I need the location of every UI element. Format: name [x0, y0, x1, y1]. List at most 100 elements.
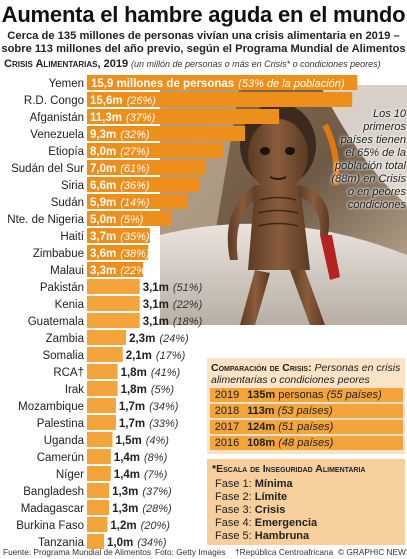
comparison-value: 108m: [247, 437, 276, 449]
bar-value-label: 1,7m: [119, 401, 145, 413]
bar-value-label: 8,0m: [90, 146, 116, 158]
comparison-year: 2017: [214, 421, 240, 433]
bar-category-label: Palestina: [37, 418, 85, 430]
comparison-extra: (51 países): [278, 421, 334, 433]
bar-value-label: 1,8m: [121, 367, 147, 379]
bar-percent-label: (34%): [149, 401, 179, 413]
bar-percent-label: (32%): [120, 129, 150, 141]
comparison-value: 124m: [247, 421, 276, 433]
bar-percent-label: (51%): [173, 282, 203, 294]
bar: [87, 534, 104, 549]
comparison-row: 2016 108m (48 países): [210, 436, 403, 450]
bar-value-label: 1,0m: [107, 537, 133, 549]
bar-category-label: Uganda: [44, 435, 85, 447]
bar-category-label: Zimbabue: [33, 248, 84, 260]
bar: [87, 228, 150, 243]
section-caption: Crisis Alimentarias, 2019: [4, 58, 129, 70]
bar-percent-label: (22%): [120, 265, 150, 277]
child-photo: [160, 85, 407, 325]
bar-category-label: Siria: [61, 180, 85, 192]
bar-percent-label: (14%): [120, 197, 150, 209]
bar: [87, 296, 140, 311]
bar-percent-label: (34%): [137, 537, 167, 549]
bar-category-label: Bangladesh: [23, 486, 84, 498]
subtitle-line-2: sobre 113 millones del año previo, según…: [1, 43, 406, 55]
bar-percent-label: (24%): [159, 333, 189, 345]
page-title: Aumenta el hambre aguda en el mundo: [1, 2, 406, 27]
bar-percent-label: (35%): [120, 231, 150, 243]
bar-category-label: Sudán: [51, 197, 84, 209]
comparison-extra: (53 países): [277, 405, 333, 417]
bar-value-label: 3,1m: [143, 316, 169, 328]
bar: [87, 364, 118, 379]
bar-value-label: 15,9 millones de personas: [91, 78, 234, 90]
comparison-extra: (48 países): [278, 437, 334, 449]
bar-value-label: 15,6m: [90, 95, 123, 107]
bar-value-label: 1,2m: [110, 520, 136, 532]
bar-percent-label: (41%): [151, 367, 181, 379]
phase-name: Emergencia: [254, 517, 318, 529]
comparison-year: 2019: [214, 389, 240, 401]
section-header: Crisis Alimentarias, 2019 (un millón de …: [4, 58, 381, 70]
footer-photo: Foto: Getty Images: [155, 547, 226, 557]
bar: [87, 415, 116, 430]
section-note: (un millón de personas o más en Crisis* …: [131, 59, 381, 69]
bar-value-label: 1,4m: [114, 469, 140, 481]
comparison-unit: personas: [278, 389, 324, 401]
footer-source: Fuente: Programa Mundial de Alimentos: [3, 547, 152, 557]
bar-value-label: 2,1m: [126, 350, 152, 362]
bar-value-label: 3,1m: [143, 282, 169, 294]
bar-category-label: Haití: [60, 231, 84, 243]
bar-percent-label: (61%): [120, 163, 150, 175]
comparison-box: Comparación de Crisis: Personas en crisi…: [207, 358, 405, 454]
scale-title: *Escala de Inseguridad Alimentaria: [212, 463, 366, 475]
scale-phase: Fase 1: Mínima: [215, 478, 293, 491]
bar-percent-label: (7%): [144, 469, 168, 481]
bar: [87, 432, 113, 447]
bar: [87, 143, 223, 158]
bar-percent-label: (4%): [146, 435, 170, 447]
bar-percent-label: (17%): [156, 350, 186, 362]
bar-value-label: 1,4m: [114, 452, 140, 464]
bar: [87, 160, 206, 175]
bar: [87, 517, 108, 532]
phase-label: Fase 1:: [215, 478, 252, 490]
side-note: Los 10 primeros países tienen el 65% de …: [331, 108, 406, 211]
bar-value-label: 3,1m: [143, 299, 169, 311]
bar-value-label: 1,5m: [116, 435, 142, 447]
bar-category-label: Yemen: [49, 78, 84, 90]
comparison-row: 2017 124m (51 países): [210, 420, 403, 434]
bar-category-label: RCA†: [53, 367, 84, 379]
bar-value-label: 7,0m: [90, 163, 116, 175]
bar: [87, 313, 140, 328]
bar-category-label: R.D. Congo: [24, 95, 84, 107]
bar-percent-label: (18%): [173, 316, 203, 328]
bar-value-label: 2,3m: [129, 333, 155, 345]
bar-category-label: Sudán del Sur: [11, 163, 84, 175]
bar-value-label: 3,3m: [90, 265, 116, 277]
bar-value-label: 1,7m: [119, 418, 145, 430]
bar-value-label: 5,9m: [90, 197, 116, 209]
bar-category-label: Nte. de Nigeria: [7, 214, 84, 226]
bar: [87, 92, 353, 107]
bar-category-label: Somalia: [42, 350, 84, 362]
bar-category-label: Etiopía: [48, 146, 84, 158]
footer-note: †República Centroafricana: [235, 547, 334, 557]
bar-percent-label: (22%): [173, 299, 203, 311]
bar: [87, 109, 280, 124]
comparison-value: 135m: [247, 389, 276, 401]
bar-value-label: 1,3m: [112, 503, 138, 515]
bar-value-label: 1,8m: [121, 384, 147, 396]
phase-label: Fase 4:: [215, 517, 252, 529]
bar-category-label: Irak: [65, 384, 84, 396]
bar-percent-label: (53% de la población): [238, 78, 345, 90]
comparison-value: 113m: [247, 405, 275, 417]
comparison-row: 2019 135m personas (55 países): [210, 388, 403, 402]
bar: [87, 381, 118, 396]
bar-percent-label: (38%): [120, 248, 150, 260]
bar-percent-label: (26%): [127, 95, 157, 107]
bar-category-label: Guatemala: [28, 316, 85, 328]
bar-category-label: Malaui: [50, 265, 84, 277]
bar-value-label: 3,7m: [90, 231, 116, 243]
phase-label: Fase 5:: [215, 530, 252, 542]
